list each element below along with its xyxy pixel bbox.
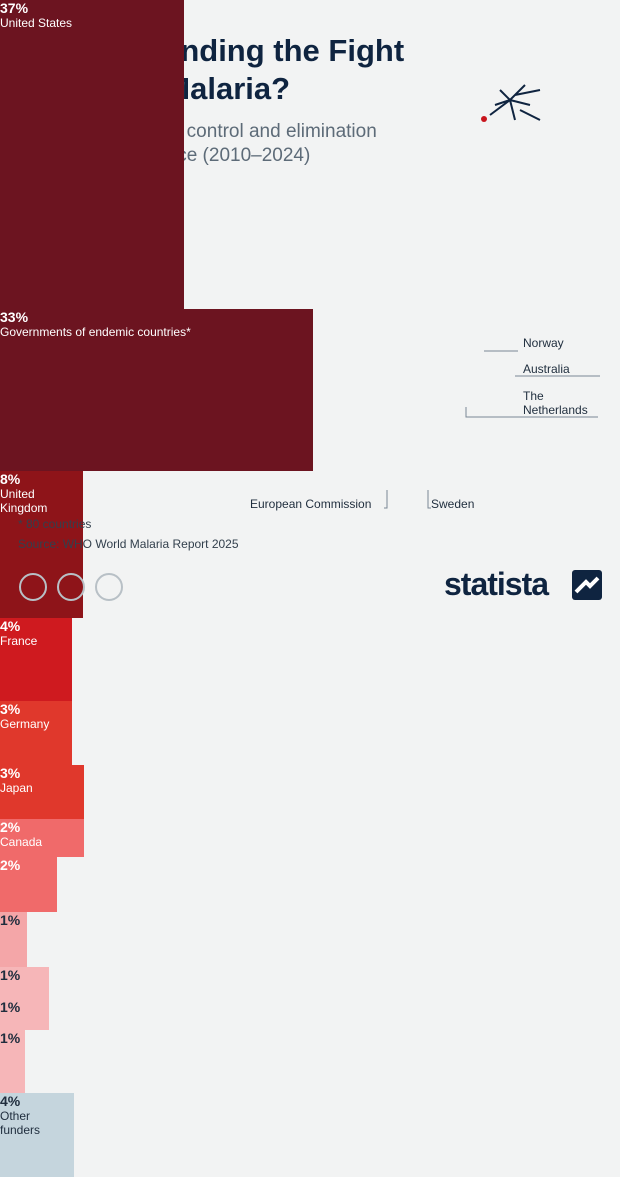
treemap-cell: 3% Japan <box>0 765 84 819</box>
leader-line <box>427 490 431 509</box>
treemap-cell: 4% Other funders <box>0 1093 74 1177</box>
value-label: 33% <box>0 309 29 325</box>
category-label: United States <box>0 16 73 30</box>
brand-logo <box>572 570 602 600</box>
value-label: 8% <box>0 471 21 487</box>
treemap-cell: 33% Governments of endemic countries* <box>0 309 313 471</box>
value-label: 1% <box>0 967 21 983</box>
value-label: 1% <box>0 1030 21 1046</box>
mosquito-icon <box>481 84 541 122</box>
value-label: 3% <box>0 765 21 781</box>
treemap-cell: 4% France <box>0 618 72 701</box>
footnote: * 80 countries <box>18 517 92 531</box>
value-label: 1% <box>0 999 21 1015</box>
category-label: Canada <box>0 835 43 849</box>
treemap-cell: 8% United Kingdom <box>0 471 83 618</box>
category-label: Other funders <box>0 1109 41 1137</box>
treemap-cell: 37% United States <box>0 0 184 309</box>
category-label: European Commission <box>250 497 372 511</box>
category-label: Norway <box>523 336 564 350</box>
value-label: 4% <box>0 1093 21 1109</box>
value-label: 2% <box>0 819 21 835</box>
category-label: Sweden <box>431 497 475 511</box>
treemap-cell: 2% Canada <box>0 819 84 857</box>
brand: statista <box>444 566 549 602</box>
category-label: Governments of endemic countries* <box>0 325 191 339</box>
treemap-cell: 1% <box>0 999 49 1030</box>
page: Who’s Funding the Fight Against Malaria?… <box>0 0 602 1177</box>
treemap-cell: 3% Germany <box>0 701 72 765</box>
source: Source: WHO World Malaria Report 2025 <box>18 537 239 551</box>
leader-line <box>465 407 598 418</box>
value-label: 1% <box>0 912 21 928</box>
category-label: Germany <box>0 717 50 731</box>
value-label: 4% <box>0 618 21 634</box>
treemap-cell: 1% <box>0 967 49 999</box>
treemap-cell: 1% <box>0 1030 25 1093</box>
license-icons <box>19 573 123 601</box>
treemap-cell: 2% <box>0 857 57 912</box>
treemap-cell: 1% <box>0 912 27 967</box>
category-label: The Netherlands <box>523 389 588 417</box>
category-label: United Kingdom <box>0 487 48 515</box>
category-label: Australia <box>523 362 570 376</box>
leader-lines <box>384 350 600 509</box>
value-label: 37% <box>0 0 29 16</box>
category-label: France <box>0 634 38 648</box>
value-label: 2% <box>0 857 21 873</box>
category-label: Japan <box>0 781 33 795</box>
leader-line <box>384 490 388 509</box>
value-label: 3% <box>0 701 21 717</box>
